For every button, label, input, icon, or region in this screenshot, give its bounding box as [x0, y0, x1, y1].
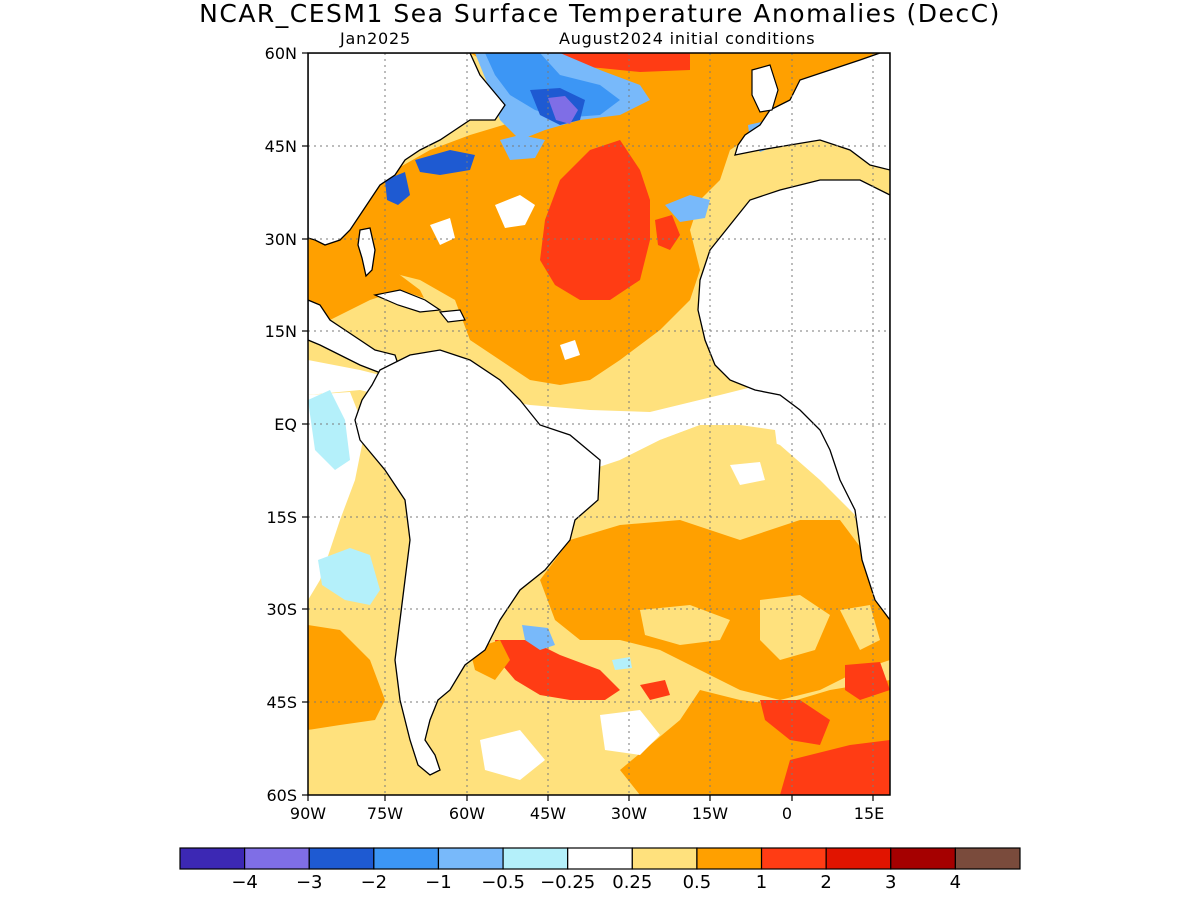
anomaly-red-confluence	[495, 640, 620, 700]
anomaly-lightblue-confluence	[612, 657, 632, 670]
florida-land	[357, 227, 376, 278]
lat-label-15n: 15N	[264, 322, 297, 341]
legend-label-1: −3	[295, 872, 323, 893]
south-america-land	[354, 349, 601, 776]
legend-label-6: 0.25	[612, 872, 653, 893]
legend-label-7: 0.5	[682, 872, 712, 893]
lat-label-45n: 45N	[264, 137, 297, 156]
anomaly-white-north-3	[560, 340, 580, 360]
legend-label-4: −0.5	[481, 872, 525, 893]
lat-label-60n: 60N	[264, 44, 297, 63]
anomaly-field	[308, 53, 890, 795]
lon-label-15w: 15W	[691, 804, 729, 823]
anomaly-red-southern-3	[780, 740, 890, 795]
lon-label-75w: 75W	[366, 804, 404, 823]
legend-label-5: −0.25	[540, 872, 596, 893]
legend-swatch-11	[890, 847, 956, 870]
anomaly-midblue-azores	[665, 195, 710, 222]
legend-swatch-2	[308, 847, 375, 870]
lat-label-45s: 45S	[266, 693, 297, 712]
legend-label-10: 3	[885, 872, 897, 893]
hispaniola-land	[438, 309, 466, 323]
lat-label-15s: 15S	[266, 508, 297, 527]
anomaly-white-southern	[600, 710, 660, 755]
anomaly-yellow-south-inner-3	[840, 605, 880, 650]
legend-label-3: −1	[425, 872, 452, 893]
legend-label-2: −2	[360, 872, 388, 893]
lon-label-45w: 45W	[529, 804, 567, 823]
anomaly-yellow-sepacific	[308, 725, 400, 795]
africa-land	[697, 179, 890, 622]
anomaly-blue-gulfstream	[385, 172, 410, 205]
map-title: NCAR_CESM1 Sea Surface Temperature Anoma…	[199, 0, 1001, 28]
anomaly-midblue-confluence	[522, 625, 555, 650]
grid-lines	[308, 53, 890, 795]
legend-swatch-7	[631, 847, 698, 870]
anomaly-white-equator-inner	[730, 462, 765, 485]
legend-swatch-4	[437, 847, 504, 870]
lon-label-15e: 15E	[853, 804, 885, 823]
anomaly-orange-south	[540, 520, 890, 700]
europe-land	[734, 53, 890, 171]
legend-swatch-0	[179, 847, 246, 870]
britain-land	[751, 64, 779, 113]
tick-marks	[302, 52, 874, 801]
forecast-month: Jan2025	[340, 29, 411, 48]
lat-label-30s: 30S	[266, 600, 297, 619]
legend-label-8: 1	[755, 872, 768, 893]
lon-label-60w: 60W	[448, 804, 486, 823]
anomaly-blue-labrador	[485, 53, 620, 118]
anomaly-yellow-south-inner-2	[760, 595, 830, 660]
anomaly-red-southern-2	[845, 662, 890, 700]
anomaly-red-north-2	[655, 215, 680, 250]
legend-swatch-10	[825, 847, 892, 870]
anomaly-lightblue-pacific-1	[308, 390, 350, 470]
initial-conditions-label: August2024 initial conditions	[559, 29, 816, 48]
legend-swatch-6	[567, 847, 633, 870]
lon-label-0: 0	[781, 804, 793, 823]
anomaly-lightblue-pacific-2	[318, 548, 380, 605]
anomaly-purple-labrador	[548, 96, 578, 124]
legend-swatch-5	[502, 847, 569, 870]
anomaly-red-north	[540, 140, 650, 300]
lon-label-30w: 30W	[610, 804, 648, 823]
lat-label-60s: 60S	[266, 786, 297, 805]
legend-swatch-12	[954, 847, 1021, 870]
anomaly-white-southern-2	[480, 730, 545, 780]
legend-swatch-1	[244, 847, 310, 870]
lon-label-90w: 90W	[289, 804, 327, 823]
anomaly-yellow-south-inner	[640, 605, 730, 645]
lat-label-eq: EQ	[274, 415, 297, 434]
anomaly-white-north-1	[495, 195, 535, 228]
anomaly-blue-newengland	[415, 150, 475, 175]
legend-label-0: −4	[231, 872, 258, 893]
legend-swatch-8	[696, 847, 763, 870]
anomaly-red-confluence-2	[640, 680, 670, 700]
legend-swatch-9	[760, 847, 827, 870]
legend-label-9: 2	[820, 872, 832, 893]
anomaly-red-southern	[760, 700, 830, 745]
north-america-land	[308, 53, 506, 246]
lat-label-30n: 30N	[264, 230, 297, 249]
anomaly-yellow-equator	[620, 425, 780, 535]
anomaly-white-north-2	[430, 218, 455, 245]
legend-swatch-3	[373, 847, 440, 870]
anomaly-midblue-gulfstream	[500, 135, 545, 160]
cuba-land	[373, 289, 442, 313]
anomaly-orange-sepacific	[308, 625, 385, 730]
legend-label-11: 4	[949, 872, 962, 893]
